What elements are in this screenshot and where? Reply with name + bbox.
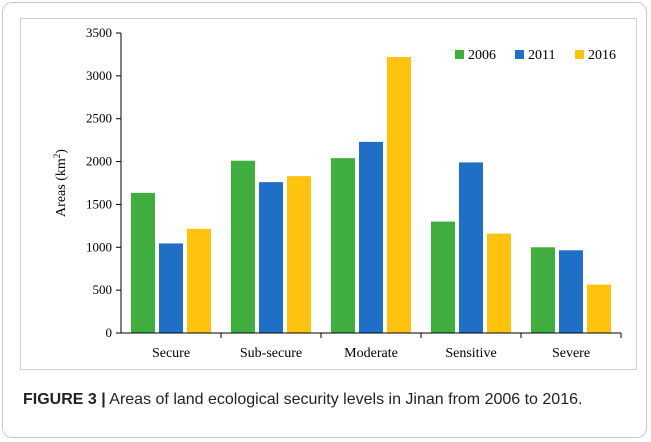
y-tick-label: 0 [106,325,113,340]
bar-2016-sub-secure [287,176,311,333]
caption-text: Areas of land ecological security levels… [105,391,583,408]
legend-swatch-2006 [455,50,464,59]
bar-chart: 0 500 1000 1500 2000 2500 3000 3500 Secure Sub-s… [52,25,622,361]
legend-swatch-2011 [515,50,524,59]
y-axis-label-end: ) [54,149,69,154]
x-tick-label: Severe [552,346,590,361]
y-axis-label-base: Areas (km [54,158,69,217]
x-tick-label: Sensitive [445,346,496,361]
bar-2006-sub-secure [231,160,255,333]
y-tick-label: 1000 [86,239,112,254]
bar-2006-secure [131,192,155,333]
bar-2011-sub-secure [259,182,283,333]
figure-caption: FIGURE 3 | Areas of land ecological secu… [23,388,623,412]
y-axis-label-sup: 2 [52,154,62,159]
bar-2016-sensitive [487,233,511,333]
bar-2006-severe [531,247,555,333]
bar-2016-secure [187,228,211,333]
y-axis-ticks: 0 500 1000 1500 2000 2500 3000 3500 [86,25,121,340]
bar-2006-moderate [331,158,355,333]
bar-2016-moderate [387,57,411,333]
x-tick-label: Secure [152,346,190,361]
caption-label: FIGURE 3 | [23,391,106,408]
bar-2011-sensitive [459,162,483,333]
bar-2006-sensitive [431,221,455,333]
legend-swatch-2016 [575,50,584,59]
legend-label-2006: 2006 [468,48,496,63]
y-axis-label: Areas (km2) [52,149,69,217]
x-tick-label: Moderate [344,346,398,361]
legend: 2006 2011 2016 [455,48,616,63]
x-axis-ticks: Secure Sub-secure Moderate Sensitive Severe [152,333,622,361]
bar-2016-severe [587,284,611,333]
legend-label-2011: 2011 [528,48,555,63]
bar-2011-moderate [359,141,383,333]
y-tick-label: 1500 [86,196,112,211]
y-tick-label: 3500 [86,25,112,40]
y-tick-label: 3000 [86,68,112,83]
bar-2011-severe [559,250,583,333]
figure-container: 0 500 1000 1500 2000 2500 3000 3500 Secure Sub-s… [2,2,647,438]
y-tick-label: 2500 [86,111,112,126]
bar-2011-secure [159,243,183,333]
y-tick-label: 2000 [86,154,112,169]
bar-group [131,57,611,333]
y-tick-label: 500 [93,282,113,297]
x-tick-label: Sub-secure [240,346,302,361]
legend-label-2016: 2016 [588,48,616,63]
